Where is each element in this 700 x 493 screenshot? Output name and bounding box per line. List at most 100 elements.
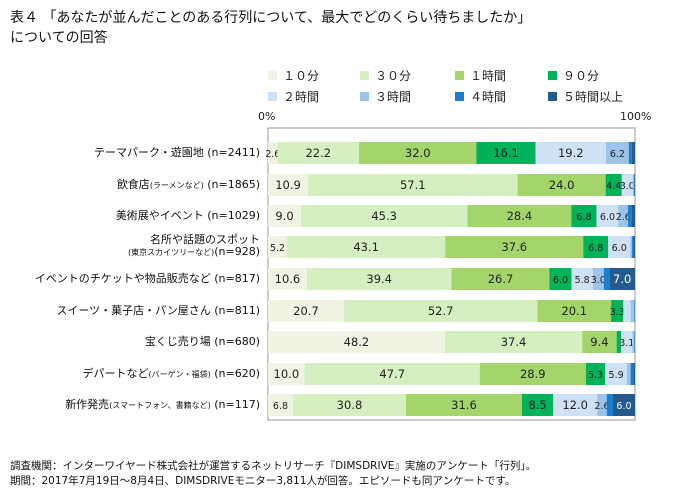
- data-label: 30.8: [337, 398, 363, 412]
- legend-label: ３時間: [375, 90, 412, 104]
- legend-item: ５時間以上: [548, 88, 623, 105]
- bar-segment: [597, 394, 607, 416]
- bar-segment: [633, 236, 635, 258]
- category-label: 飲食店(ラーメンなど) (n=1865): [116, 178, 260, 191]
- bar-segment: [287, 236, 446, 258]
- bar-segment: [268, 236, 288, 258]
- bar-segment: [268, 268, 307, 290]
- data-label: 6.8: [588, 243, 603, 254]
- bar-segment: [292, 394, 406, 416]
- category-label: 名所や話題のスポット (東京スカイツリーなど)(n=928): [127, 233, 260, 258]
- data-label: 5.8: [575, 275, 590, 286]
- bar-segment: [521, 394, 554, 416]
- legend-swatch: [268, 92, 277, 101]
- bar-segment: [553, 394, 598, 416]
- bar-segment: [476, 142, 536, 164]
- data-label: 26.7: [488, 272, 514, 286]
- bar-segment: [616, 331, 622, 353]
- data-label: 31.6: [451, 398, 477, 412]
- bar-segment: [621, 331, 633, 353]
- bar-segment: [549, 268, 572, 290]
- bar-segment: [592, 268, 604, 290]
- data-label: 12.0: [562, 398, 588, 412]
- bar-segment: [606, 394, 613, 416]
- data-label: 9.4: [590, 335, 608, 349]
- data-label: 24.0: [549, 178, 575, 192]
- bar-segment: [405, 394, 522, 416]
- bar-segment: [268, 363, 305, 385]
- legend-item: ４時間: [455, 88, 506, 105]
- data-label: 47.7: [379, 367, 405, 381]
- bar-segment: [304, 363, 480, 385]
- data-label: 57.1: [400, 178, 426, 192]
- legend-label: ５時間以上: [563, 90, 624, 104]
- data-label: 10.0: [274, 367, 300, 381]
- legend-label: １０分: [283, 69, 320, 83]
- legend-label: ２時間: [283, 90, 320, 104]
- legend-label: ３０分: [375, 69, 412, 83]
- bar-segment: [585, 363, 606, 385]
- bar-segment: [631, 142, 635, 164]
- data-label: 4.4: [606, 181, 621, 192]
- data-label: 3.1: [619, 338, 634, 349]
- bar-segment: [632, 236, 634, 258]
- bar-segment: [535, 142, 607, 164]
- bar-segment: [467, 205, 572, 227]
- legend-swatch: [455, 71, 464, 80]
- legend-label: ９０分: [563, 69, 600, 83]
- category-label: デパートなど(バーゲン・福袋) (n=620): [82, 367, 260, 380]
- legend-item: １０分: [268, 67, 319, 84]
- data-label: 37.6: [501, 240, 527, 254]
- bar-segment: [359, 142, 477, 164]
- chart-title: 表４ 「あなたが並んだことのある行列について、最大でどのくらい待ちましたか」 に…: [10, 8, 531, 48]
- bar-segment: [630, 236, 633, 258]
- bar-segment: [633, 174, 635, 196]
- bar-segment: [606, 142, 629, 164]
- footer-period: 期間：2017年7月19日～8月4日、DIMSDRIVEモニター3,811人が回…: [10, 475, 516, 487]
- legend-swatch: [548, 92, 557, 101]
- bar-segment: [301, 205, 468, 227]
- data-label: 6.0: [553, 275, 568, 286]
- bar-segment: [479, 363, 586, 385]
- data-label: 20.1: [561, 304, 587, 318]
- data-label: 6.8: [273, 401, 288, 412]
- bar-segment: [308, 174, 518, 196]
- title-line-1: 表４ 「あなたが並んだことのある行列について、最大でどのくらい待ちましたか」: [10, 10, 532, 26]
- data-label: 28.9: [520, 367, 546, 381]
- bar-segment: [605, 363, 627, 385]
- bar-segment: [268, 142, 278, 164]
- bar-segment: [621, 174, 633, 196]
- bar-segment: [623, 300, 631, 322]
- data-label: 7.0: [613, 272, 631, 286]
- bar-segment: [571, 205, 597, 227]
- data-label: 6.0: [612, 243, 627, 254]
- bar-segment: [630, 363, 634, 385]
- bar-segment: [618, 205, 629, 227]
- legend-item: １時間: [455, 67, 506, 84]
- bar-segment: [571, 268, 593, 290]
- data-label: 20.7: [293, 304, 319, 318]
- bar-segment: [632, 174, 634, 196]
- bar-segment: [626, 363, 631, 385]
- bar-segment: [634, 331, 635, 353]
- bar-segment: [583, 236, 609, 258]
- data-label: 19.2: [558, 146, 584, 160]
- bar-segment: [628, 205, 632, 227]
- data-label: 5.9: [609, 370, 624, 381]
- tick-label-100: 100%: [620, 110, 652, 123]
- data-label: 28.4: [507, 209, 533, 223]
- category-label: スイーツ・菓子店・パン屋さん (n=811): [56, 304, 260, 317]
- data-label: 2.6: [594, 401, 609, 412]
- bar-segment: [268, 300, 344, 322]
- data-label: 6.0: [600, 212, 615, 223]
- data-label: 16.1: [493, 146, 519, 160]
- bar-segment: [631, 205, 635, 227]
- data-label: 45.3: [371, 209, 397, 223]
- data-label: 6.8: [576, 212, 591, 223]
- data-label: 2.6: [265, 149, 280, 160]
- data-label: 5.3: [588, 370, 603, 381]
- bar-segment: [268, 205, 302, 227]
- data-label: 3.0: [591, 275, 606, 286]
- data-label: 39.4: [366, 272, 392, 286]
